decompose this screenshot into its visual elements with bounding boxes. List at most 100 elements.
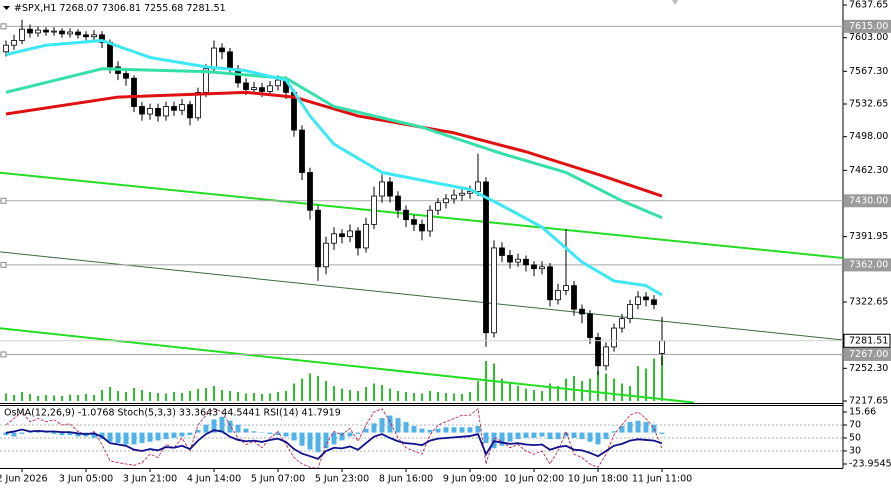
volume-bar bbox=[469, 392, 471, 401]
volume-bar bbox=[77, 395, 79, 401]
volume-bar bbox=[445, 393, 447, 401]
rsi-line bbox=[5, 428, 663, 460]
osma-bar bbox=[171, 432, 177, 438]
volume-bar bbox=[437, 392, 439, 401]
volume-bar bbox=[149, 392, 151, 401]
osma-bar bbox=[35, 431, 41, 433]
osma-bar bbox=[91, 432, 97, 438]
x-tick-label: 10 Jun 18:00 bbox=[568, 474, 628, 485]
y-tick-label: 7252.30 bbox=[849, 363, 888, 374]
osma-bar bbox=[243, 428, 249, 433]
volume-bar bbox=[309, 373, 311, 401]
candle-body bbox=[339, 233, 345, 238]
volume-bar bbox=[533, 390, 535, 401]
candle-body bbox=[379, 181, 385, 197]
volume-bar bbox=[397, 391, 399, 401]
candle-body bbox=[43, 29, 49, 33]
volume-bar bbox=[317, 376, 319, 401]
osma-bar bbox=[627, 422, 633, 433]
candle-body bbox=[483, 181, 489, 334]
volume-bar bbox=[37, 396, 39, 401]
volume-bar bbox=[557, 386, 559, 401]
osma-bar bbox=[267, 432, 273, 434]
volume-bar bbox=[101, 390, 103, 401]
osma-bar bbox=[403, 422, 409, 433]
osma-bar bbox=[467, 427, 473, 433]
volume-bar bbox=[365, 387, 367, 401]
candle-body bbox=[571, 285, 577, 310]
last-price-label: 7281.51 bbox=[849, 335, 888, 346]
volume-bar bbox=[509, 383, 511, 401]
osma-bar bbox=[635, 420, 641, 433]
candle-body bbox=[123, 73, 129, 79]
osma-bar bbox=[387, 415, 393, 433]
candle-body bbox=[107, 41, 113, 68]
osma-bar bbox=[475, 425, 481, 433]
osma-bar bbox=[611, 431, 617, 433]
x-tick-label: 4 Jun 14:00 bbox=[187, 474, 241, 485]
osma-bar bbox=[579, 432, 585, 440]
candle-body bbox=[443, 198, 449, 204]
candle-body bbox=[83, 34, 89, 38]
menu-triangle[interactable] bbox=[3, 6, 10, 10]
candle-body bbox=[155, 107, 161, 117]
level-label-box bbox=[844, 347, 891, 361]
osma-bar bbox=[27, 432, 33, 434]
volume-bar bbox=[605, 373, 607, 401]
candle-body bbox=[139, 106, 145, 115]
volume-bar bbox=[213, 386, 215, 401]
volume-bar bbox=[285, 391, 287, 401]
candle-body bbox=[227, 51, 233, 70]
volume-bar bbox=[5, 393, 7, 401]
y-tick-label: 7567.30 bbox=[849, 66, 888, 77]
osma-bar bbox=[59, 432, 65, 436]
osma-bar bbox=[299, 432, 305, 446]
stochastic-line bbox=[5, 407, 663, 468]
y-tick-label: -23.9545 bbox=[849, 459, 891, 470]
level-label-box bbox=[844, 258, 891, 272]
osma-bar bbox=[291, 432, 297, 441]
candle-body bbox=[347, 230, 353, 238]
volume-bar bbox=[245, 393, 247, 401]
candle-body bbox=[619, 318, 625, 329]
y-tick-label: 7637.65 bbox=[849, 0, 888, 11]
candle-body bbox=[627, 304, 633, 320]
y-tick-label: 15.66 bbox=[849, 407, 876, 418]
volume-bar bbox=[637, 366, 639, 401]
osma-bar bbox=[531, 432, 537, 438]
volume-bar bbox=[573, 376, 575, 401]
volume-bar bbox=[421, 393, 423, 401]
osma-bar bbox=[11, 432, 17, 437]
candle-body bbox=[19, 28, 25, 41]
candle-body bbox=[275, 79, 281, 87]
x-tick-label: 3 Jun 05:00 bbox=[59, 474, 113, 485]
y-tick-label: 7391.95 bbox=[849, 231, 888, 242]
candle-body bbox=[603, 346, 609, 367]
candle-body bbox=[403, 209, 409, 221]
osma-bar bbox=[507, 432, 513, 442]
candle-body bbox=[59, 30, 65, 35]
volume-bar bbox=[357, 391, 359, 401]
osma-bar bbox=[139, 432, 145, 444]
volume-bar bbox=[589, 378, 591, 401]
osma-bar bbox=[219, 416, 225, 433]
y-tick-label: 50 bbox=[849, 433, 861, 444]
volume-bar bbox=[413, 393, 415, 401]
volume-bar bbox=[301, 378, 303, 401]
osma-bar bbox=[539, 432, 545, 437]
osma-bar bbox=[355, 432, 361, 434]
volume-bar bbox=[597, 371, 599, 401]
y-tick-label: 70 bbox=[849, 420, 861, 431]
volume-bar bbox=[181, 393, 183, 401]
osma-bar bbox=[147, 432, 153, 442]
osma-bar bbox=[115, 432, 121, 444]
osma-bar bbox=[603, 432, 609, 440]
candle-body bbox=[355, 230, 361, 249]
candle-body bbox=[635, 296, 641, 305]
candle-body bbox=[179, 104, 185, 111]
osma-bar bbox=[203, 424, 209, 433]
chart-title: #SPX,H1 7268.07 7306.81 7255.68 7281.51 bbox=[14, 3, 226, 14]
volume-bar bbox=[277, 392, 279, 401]
candle-body bbox=[243, 82, 249, 90]
